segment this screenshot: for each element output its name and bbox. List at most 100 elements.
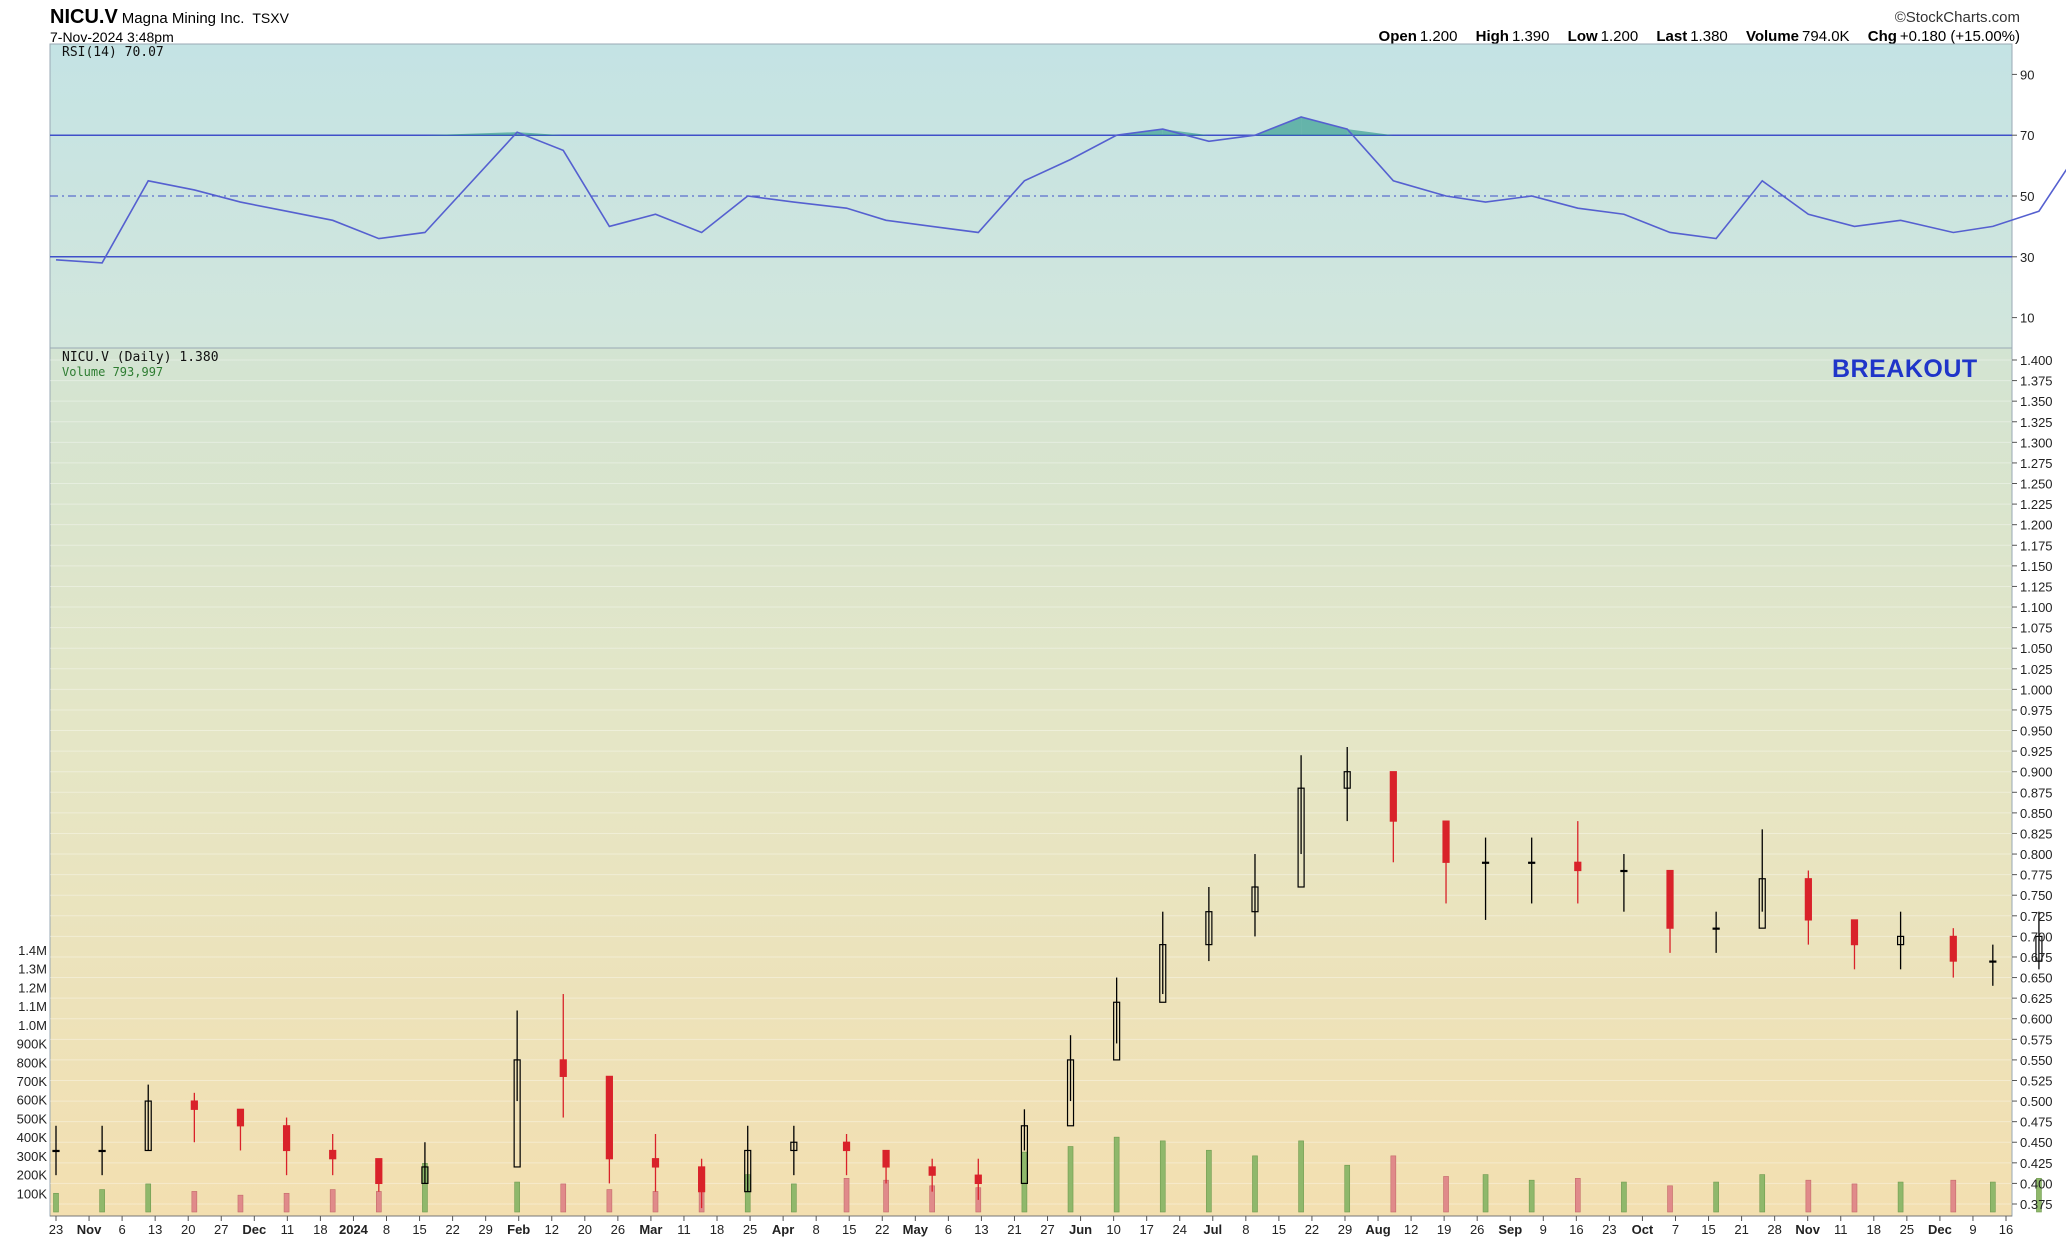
volume-bar (1897, 1181, 1904, 1213)
volume-bar (329, 1189, 336, 1213)
price-tick-label: 1.275 (2020, 456, 2053, 471)
volume-bar (1067, 1146, 1074, 1213)
x-tick-label: 16 (1569, 1222, 1583, 1237)
volume-bar (1390, 1155, 1397, 1213)
price-tick-label: 0.475 (2020, 1115, 2053, 1130)
candle-body (98, 1149, 106, 1153)
x-tick-label: 28 (1767, 1222, 1781, 1237)
price-tick-label: 0.850 (2020, 806, 2053, 821)
x-tick-label: 18 (710, 1222, 724, 1237)
candle-body (744, 1149, 752, 1193)
price-tick-label: 0.575 (2020, 1032, 2053, 1047)
breakout-annotation: BREAKOUT (1832, 355, 1978, 383)
rsi-tick-label: 90 (2020, 67, 2034, 82)
price-grid (50, 359, 2012, 1205)
volume-bar (1574, 1178, 1581, 1213)
rsi-label: RSI(14) 70.07 (62, 45, 164, 60)
candle-body (1343, 771, 1351, 789)
candle-body (1804, 878, 1812, 921)
volume-bar (145, 1183, 152, 1213)
volume-tick-label: 300K (17, 1149, 48, 1164)
price-tick-label: 1.375 (2020, 374, 2053, 389)
candle-body (1481, 861, 1490, 864)
x-tick-label: 17 (1139, 1222, 1153, 1237)
candle-body (329, 1149, 337, 1160)
chg-value: +0.180 (+15.00%) (1899, 28, 2020, 45)
price-tick-label: 0.900 (2020, 765, 2053, 780)
x-tick-label: 16 (1999, 1222, 2013, 1237)
x-tick-label: 11 (1834, 1222, 1848, 1237)
volume-bar (883, 1179, 889, 1213)
candle-body (1020, 1125, 1029, 1185)
high-label: High (1475, 28, 1509, 45)
rsi-tick-label: 10 (2020, 311, 2034, 326)
last-value: 1.380 (1690, 28, 1728, 45)
volume-bar (560, 1183, 567, 1213)
x-tick-label: 13 (148, 1222, 162, 1237)
price-tick-label: 0.400 (2020, 1176, 2053, 1191)
x-tick-label: 22 (875, 1222, 889, 1237)
candle-body (421, 1166, 429, 1185)
volume-bar (1667, 1185, 1673, 1213)
volume-tick-label: 500K (17, 1111, 48, 1126)
candle-body (698, 1166, 706, 1193)
price-tick-label: 1.200 (2020, 518, 2053, 533)
volume-bar (99, 1189, 105, 1213)
candle-body (1712, 927, 1720, 930)
candle-body (1528, 861, 1536, 864)
price-tick-label: 1.175 (2020, 538, 2053, 553)
price-tick-label: 1.025 (2020, 662, 2053, 677)
candle-body (282, 1125, 291, 1152)
candle-body (1574, 861, 1582, 872)
candle-body (2035, 935, 2043, 962)
volume-bar (237, 1194, 244, 1213)
exchange-name: TSXV (252, 10, 289, 26)
candle-body (1666, 869, 1674, 929)
volume-bar (514, 1181, 520, 1213)
price-tick-label: 0.725 (2020, 909, 2053, 924)
x-tick-label: 9 (1969, 1222, 1976, 1237)
price-tick-label: 0.775 (2020, 868, 2053, 883)
x-tick-label: Jul (1203, 1222, 1222, 1237)
x-tick-label: Oct (1632, 1222, 1654, 1237)
price-tick-label: 1.325 (2020, 415, 2053, 430)
rsi-tick-label: 30 (2020, 250, 2034, 265)
price-tick-label: 1.100 (2020, 600, 2053, 615)
x-tick-label: 15 (842, 1222, 856, 1237)
x-tick-label: Apr (772, 1222, 794, 1237)
price-tick-label: 0.950 (2020, 724, 2053, 739)
price-tick-label: 0.650 (2020, 971, 2053, 986)
x-tick-label: Dec (1928, 1222, 1952, 1237)
candle-body (1949, 935, 1957, 962)
brand-watermark[interactable]: ©StockCharts.com (1894, 9, 2020, 26)
x-tick-label: 15 (1701, 1222, 1715, 1237)
candle-body (842, 1141, 851, 1152)
candle-body (882, 1149, 890, 1168)
candle-body (144, 1100, 152, 1152)
price-tick-label: 0.925 (2020, 744, 2053, 759)
rsi-overbought-fill (517, 132, 564, 136)
price-tick-label: 0.525 (2020, 1073, 2053, 1088)
volume-bar (791, 1183, 797, 1213)
price-tick-label: 1.250 (2020, 477, 2053, 492)
price-tick-label: 1.125 (2020, 579, 2053, 594)
candle-body (375, 1158, 383, 1185)
x-tick-label: May (903, 1222, 929, 1237)
volume-tick-label: 1.0M (18, 1018, 47, 1033)
volume-bar (1990, 1181, 1996, 1213)
x-tick-label: Jun (1069, 1222, 1092, 1237)
volume-bar (191, 1191, 198, 1213)
quote-date: 7-Nov-2024 3:48pm (50, 29, 174, 45)
x-tick-label: 11 (281, 1222, 295, 1237)
x-tick-label: 15 (412, 1222, 426, 1237)
volume-bar (1443, 1176, 1449, 1213)
x-tick-label: 12 (1404, 1222, 1418, 1237)
price-tick-label: 0.600 (2020, 1012, 2053, 1027)
x-tick-label: 9 (1540, 1222, 1547, 1237)
volume-bar (1950, 1179, 1957, 1213)
x-tick-label: 23 (1602, 1222, 1616, 1237)
volume-bar (1759, 1174, 1766, 1213)
volume-bar (1113, 1136, 1120, 1213)
candle-body (1159, 944, 1167, 1003)
